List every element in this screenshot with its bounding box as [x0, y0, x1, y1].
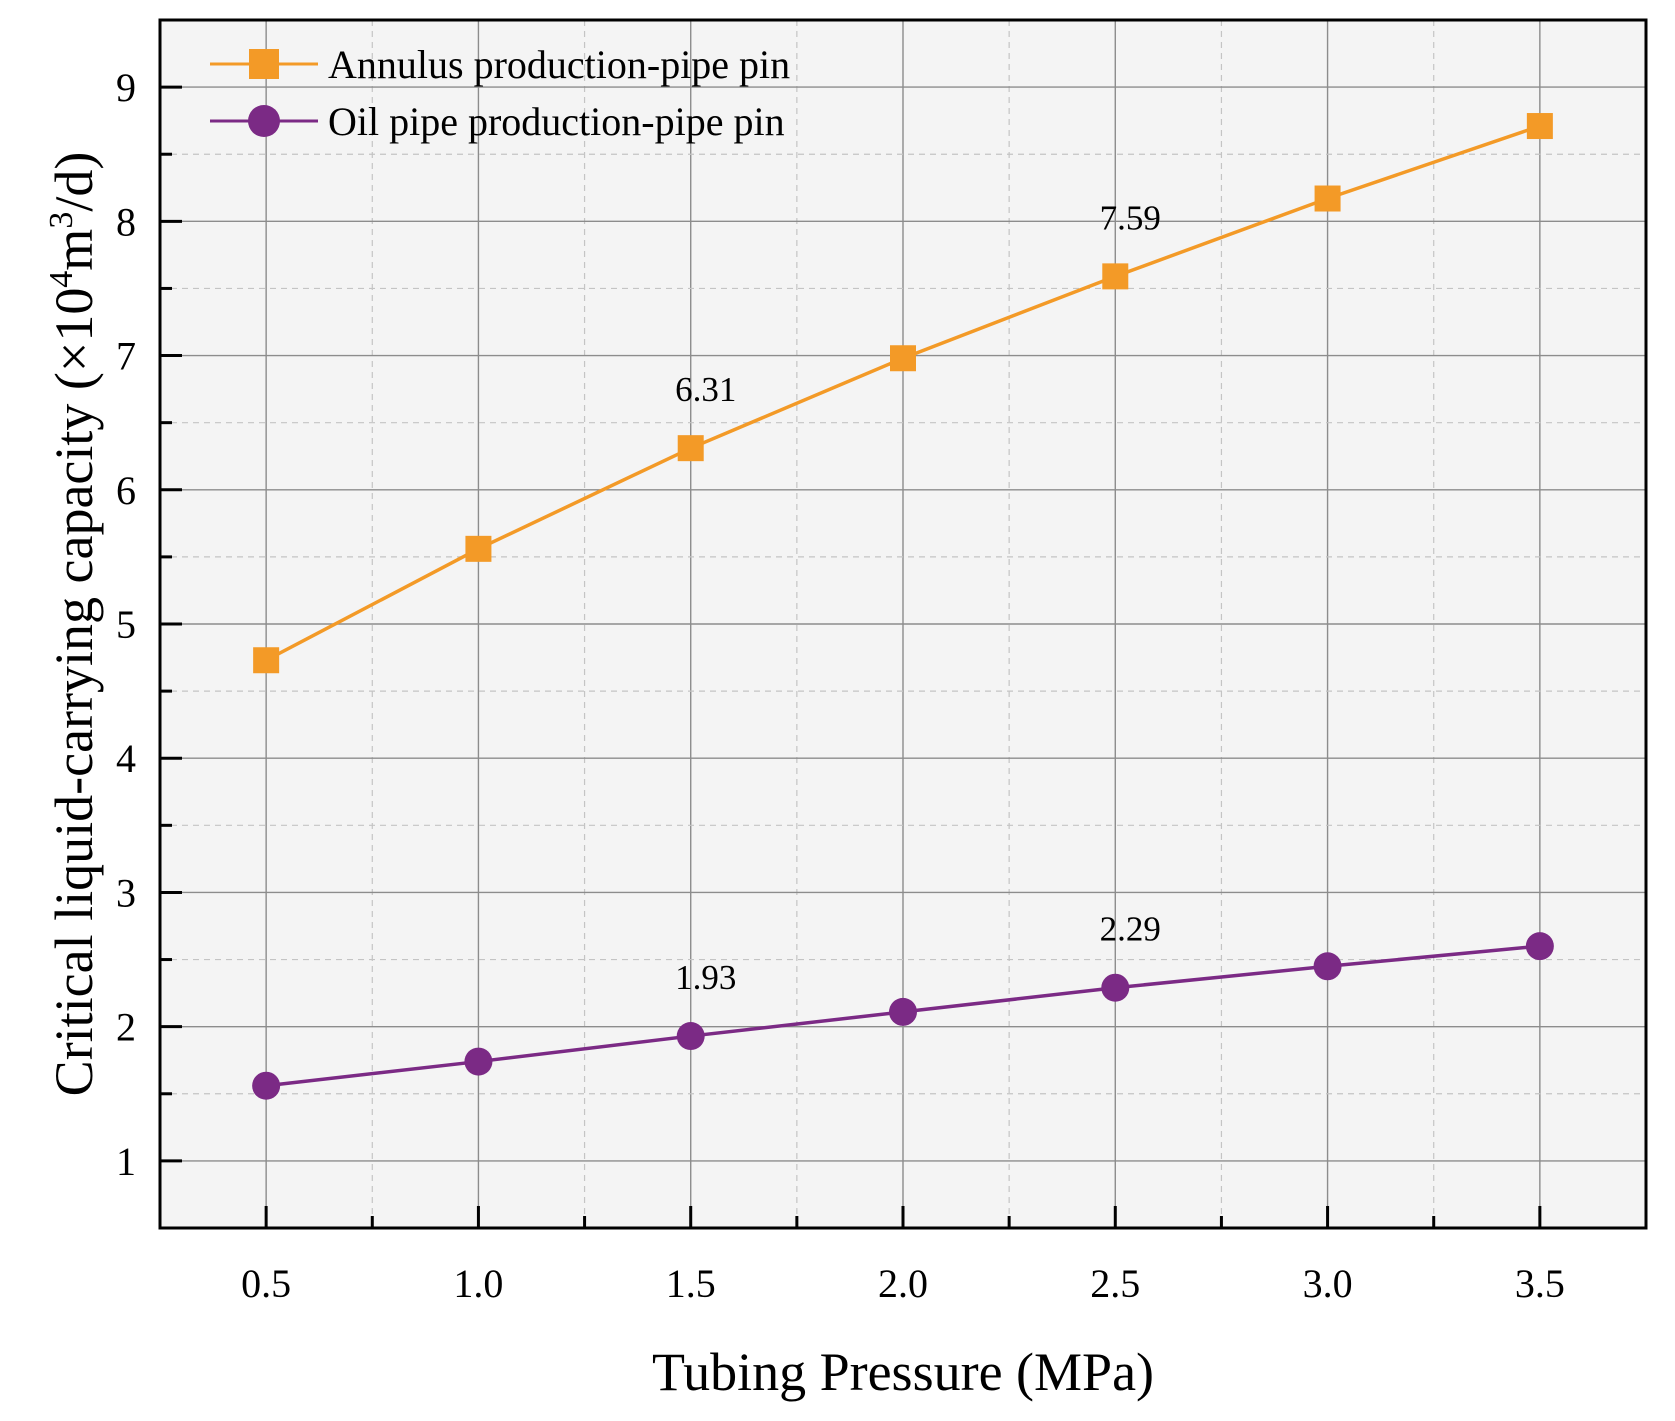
data-point [1526, 113, 1553, 140]
y-tick-label: 9 [116, 65, 136, 110]
data-point [1101, 973, 1130, 1002]
legend-marker-oil-pipe [248, 105, 280, 137]
data-point [1525, 932, 1554, 961]
legend-label-oil-pipe: Oil pipe production-pipe pin [328, 99, 785, 144]
y-axis-title: Critical liquid-carrying capacity (×104m… [43, 152, 104, 1097]
x-axis-title: Tubing Pressure (MPa) [652, 1342, 1154, 1402]
plot-frame [158, 18, 1648, 1230]
data-point [465, 535, 492, 562]
y-axis-title-mid: m [44, 229, 104, 271]
x-tick-label: 0.5 [241, 1261, 291, 1306]
data-point [676, 1022, 705, 1051]
data-point [890, 345, 916, 372]
data-point [1313, 952, 1342, 981]
legend-label-annulus: Annulus production-pipe pin [328, 42, 790, 87]
x-tick-label: 3.0 [1303, 1261, 1353, 1306]
y-tick-label: 6 [116, 468, 136, 513]
y-tick-label: 1 [116, 1139, 136, 1184]
data-labels: 6.31 7.59 1.93 2.29 [675, 198, 1161, 997]
series-layer [252, 113, 1554, 1100]
legend-marker-annulus [249, 49, 279, 79]
data-point [464, 1047, 493, 1076]
x-tick-label: 1.5 [666, 1261, 716, 1306]
data-point [677, 435, 704, 462]
y-axis-title-sup1: 4 [43, 271, 80, 288]
data-point [889, 997, 917, 1026]
axis-ticks [160, 85, 1542, 1228]
series-1 [252, 932, 1554, 1100]
data-point [1314, 185, 1341, 212]
y-axis-title-main: Critical liquid-carrying capacity (×10 [44, 288, 104, 1097]
y-tick-label: 8 [116, 199, 136, 244]
y-tick-label: 2 [116, 1005, 136, 1050]
data-point [1102, 263, 1129, 290]
x-tick-label: 1.0 [453, 1261, 503, 1306]
x-tick-label: 2.5 [1090, 1261, 1140, 1306]
series-0 [253, 113, 1553, 674]
data-label: 6.31 [675, 370, 736, 409]
legend: Annulus production-pipe pin Oil pipe pro… [210, 42, 790, 144]
y-axis-title-end: /d) [44, 152, 104, 212]
y-tick-label: 4 [116, 736, 136, 781]
data-label: 7.59 [1100, 198, 1161, 237]
x-tick-labels: 0.5 1.0 1.5 2.0 2.5 3.0 3.5 [241, 1261, 1565, 1306]
y-tick-label: 7 [116, 334, 136, 379]
y-axis-title-sup2: 3 [43, 212, 80, 229]
y-tick-label: 3 [116, 870, 136, 915]
data-point [252, 1071, 281, 1100]
data-point [253, 647, 280, 674]
y-tick-labels: 1 2 3 4 5 6 7 8 9 [116, 65, 136, 1184]
data-label: 2.29 [1100, 910, 1161, 949]
y-tick-label: 5 [116, 602, 136, 647]
x-tick-label: 2.0 [878, 1261, 928, 1306]
data-label: 1.93 [675, 958, 736, 997]
x-tick-label: 3.5 [1515, 1261, 1565, 1306]
